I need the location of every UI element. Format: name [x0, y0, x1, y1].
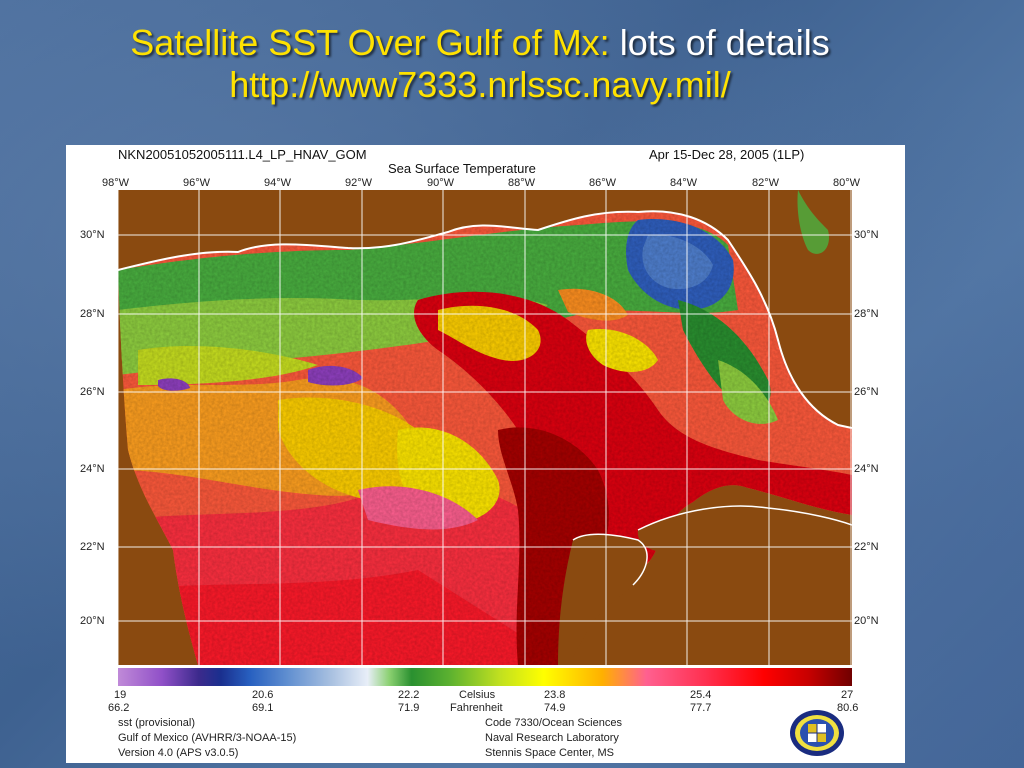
- lat-label-right: 20°N: [854, 615, 879, 627]
- footer-right-line: Stennis Space Center, MS: [485, 747, 615, 759]
- lat-label-right: 24°N: [854, 463, 879, 475]
- footer-left-line: Version 4.0 (APS v3.0.5): [118, 747, 239, 759]
- celsius-tick: 20.6: [252, 689, 274, 701]
- lat-label-right: 28°N: [854, 308, 879, 320]
- product-id: NKN20051052005111.L4_LP_HNAV_GOM: [118, 147, 367, 162]
- lon-label: 90°W: [427, 177, 455, 189]
- footer-left-line: Gulf of Mexico (AVHRR/3-NOAA-15): [118, 732, 297, 744]
- slide-title: Satellite SST Over Gulf of Mx: lots of d…: [0, 22, 960, 106]
- fahrenheit-tick: 80.6: [837, 702, 859, 714]
- lon-label: 82°W: [752, 177, 780, 189]
- title-rest: lots of details: [609, 22, 830, 63]
- map-title: Sea Surface Temperature: [388, 161, 536, 176]
- lat-label-left: 28°N: [80, 308, 105, 320]
- title-highlight: Satellite SST Over Gulf of Mx:: [130, 22, 610, 63]
- celsius-label: Celsius: [459, 689, 496, 701]
- lon-label: 80°W: [833, 177, 861, 189]
- title-line-1: Satellite SST Over Gulf of Mx: lots of d…: [0, 22, 960, 64]
- celsius-tick: 25.4: [690, 689, 712, 701]
- lat-label-left: 26°N: [80, 386, 105, 398]
- celsius-tick: 19: [114, 689, 127, 701]
- lon-label: 98°W: [102, 177, 130, 189]
- footer-right-line: Code 7330/Ocean Sciences: [485, 717, 622, 729]
- lon-label: 88°W: [508, 177, 536, 189]
- sst-figure-panel: NKN20051052005111.L4_LP_HNAV_GOM Sea Sur…: [66, 145, 905, 763]
- fahrenheit-tick: 74.9: [544, 702, 566, 714]
- fahrenheit-tick: 69.1: [252, 702, 274, 714]
- sst-map: [118, 190, 852, 665]
- fahrenheit-tick: 71.9: [398, 702, 420, 714]
- source-url: http://www7333.nrlssc.navy.mil/: [229, 64, 731, 105]
- lat-label-right: 22°N: [854, 541, 879, 553]
- nrl-seal-icon: [788, 709, 846, 757]
- footer-left-line: sst (provisional): [118, 717, 196, 729]
- sst-colorbar: [118, 668, 852, 686]
- lon-label: 92°W: [345, 177, 373, 189]
- lon-label: 94°W: [264, 177, 292, 189]
- lat-label-right: 26°N: [854, 386, 879, 398]
- celsius-tick: 22.2: [398, 689, 420, 701]
- lon-label: 84°W: [670, 177, 698, 189]
- fahrenheit-tick: 77.7: [690, 702, 712, 714]
- lon-label: 86°W: [589, 177, 617, 189]
- celsius-tick: 23.8: [544, 689, 566, 701]
- lat-label-left: 22°N: [80, 541, 105, 553]
- celsius-tick: 27: [841, 689, 854, 701]
- fahrenheit-tick: 66.2: [108, 702, 130, 714]
- lat-label-right: 30°N: [854, 229, 879, 241]
- lon-label: 96°W: [183, 177, 211, 189]
- footer-right-line: Naval Research Laboratory: [485, 732, 619, 744]
- date-range: Apr 15-Dec 28, 2005 (1LP): [649, 147, 805, 162]
- sst-map-svg: [118, 190, 852, 665]
- lat-label-left: 20°N: [80, 615, 105, 627]
- lat-label-left: 30°N: [80, 229, 105, 241]
- lat-label-left: 24°N: [80, 463, 105, 475]
- fahrenheit-label: Fahrenheit: [450, 702, 503, 714]
